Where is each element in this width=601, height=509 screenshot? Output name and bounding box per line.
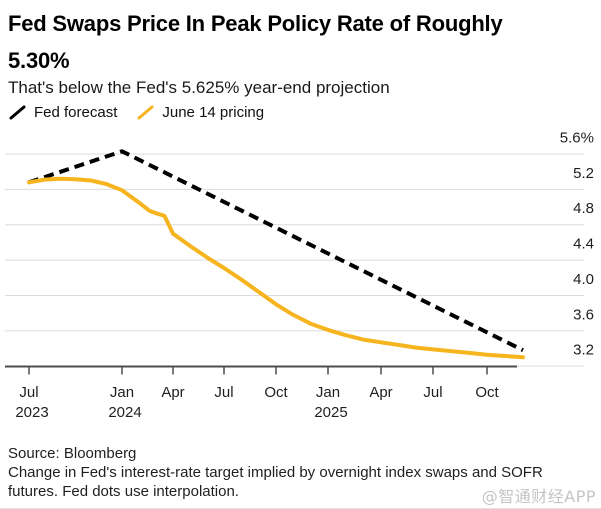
y-axis-label: 4.4 (573, 236, 594, 253)
x-axis-month-label: Jan (316, 384, 340, 401)
legend-item-june-pricing: June 14 pricing (137, 104, 264, 121)
chart-subtitle: That's below the Fed's 5.625% year-end p… (8, 78, 390, 97)
source-line: Source: Bloomberg (8, 445, 137, 462)
x-axis-month-label: Oct (264, 384, 288, 401)
x-axis-year-label: 2024 (108, 404, 141, 421)
y-axis-label: 4.0 (573, 271, 594, 288)
footnote: Change in Fed's interest-rate target imp… (8, 464, 543, 500)
x-axis-month-label: Jul (19, 384, 38, 401)
chart-legend: Fed forecast June 14 pricing (9, 104, 284, 121)
series-june-14-pricing (27, 176, 525, 360)
chart-title-line2: 5.30% (8, 48, 70, 73)
x-axis-year-label: 2023 (15, 404, 48, 421)
legend-item-fed-forecast: Fed forecast (9, 104, 117, 121)
chart-title: Fed Swaps Price In Peak Policy Rate of R… (8, 5, 598, 79)
rate-line-chart: 5.6% 5.2 4.8 4.4 4.0 3.6 3.2 Jul 2023 Jan 2024 Apr J… (5, 130, 594, 421)
y-axis-label: 5.2 (573, 165, 594, 182)
y-axis-label: 4.8 (573, 200, 594, 217)
watermark: @智通财经APP (481, 487, 596, 506)
june-pricing-slash-icon (137, 105, 154, 120)
y-axis-label: 3.2 (573, 342, 594, 359)
x-axis-month-label: Jul (423, 384, 442, 401)
legend-label: Fed forecast (34, 104, 118, 121)
chart-footer: Source: Bloomberg Change in Fed's intere… (8, 444, 573, 501)
x-axis-month-label: Apr (369, 384, 392, 401)
fed-forecast-slash-icon (9, 105, 26, 120)
legend-label: June 14 pricing (162, 104, 265, 121)
x-axis-month-label: Jan (110, 384, 134, 401)
x-axis-month-label: Jul (214, 384, 233, 401)
x-axis-year-label: 2025 (314, 404, 347, 421)
x-axis-month-label: Apr (161, 384, 184, 401)
x-axis-month-label: Oct (475, 384, 499, 401)
y-axis-label: 3.6 (573, 306, 594, 323)
chart-title-line1: Fed Swaps Price In Peak Policy Rate of R… (8, 11, 503, 36)
series-fed-forecast (28, 149, 524, 352)
y-axis-label: 5.6% (560, 130, 594, 147)
